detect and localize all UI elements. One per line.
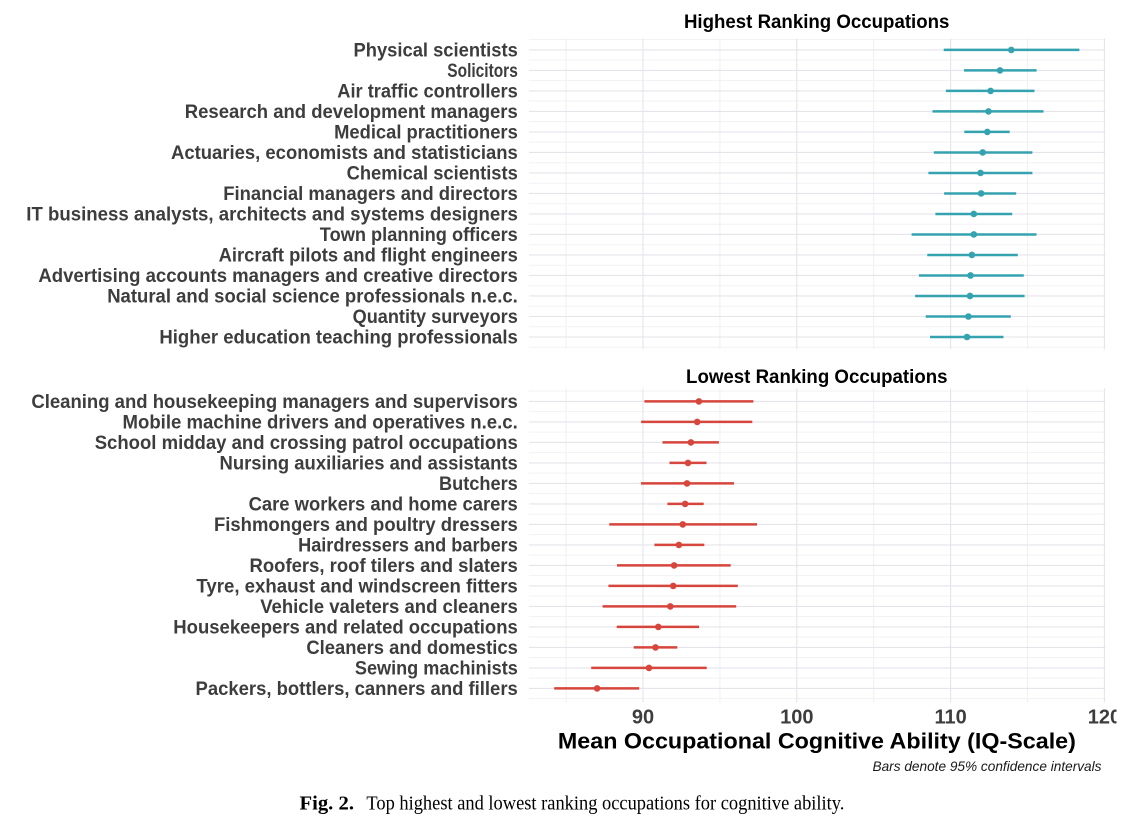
svg-text:Bars denote 95% confidence int: Bars denote 95% confidence intervals <box>873 758 1102 774</box>
svg-text:Highest Ranking Occupations: Highest Ranking Occupations <box>684 11 950 33</box>
svg-text:Higher education teaching prof: Higher education teaching professionals <box>159 327 517 348</box>
svg-text:Roofers, roof tilers and slate: Roofers, roof tilers and slaters <box>250 556 518 577</box>
svg-text:Cleaners and domestics: Cleaners and domestics <box>306 638 517 659</box>
svg-text:Housekeepers and related occup: Housekeepers and related occupations <box>173 617 518 638</box>
svg-text:90: 90 <box>632 707 654 729</box>
svg-text:Tyre, exhaust and windscreen f: Tyre, exhaust and windscreen fitters <box>196 576 517 597</box>
svg-text:Financial managers and directo: Financial managers and directors <box>223 184 518 205</box>
svg-text:Mean Occupational Cognitive Ab: Mean Occupational Cognitive Ability (IQ-… <box>558 729 1076 754</box>
svg-text:IT business analysts, architec: IT business analysts, architects and sys… <box>26 204 518 225</box>
svg-text:Medical practitioners: Medical practitioners <box>334 122 518 143</box>
svg-text:Care workers and home carers: Care workers and home carers <box>249 494 518 515</box>
svg-text:Nursing auxiliaries and assist: Nursing auxiliaries and assistants <box>220 453 518 474</box>
svg-text:Quantity surveyors: Quantity surveyors <box>353 307 518 328</box>
svg-text:Fishmongers and poultry dresse: Fishmongers and poultry dressers <box>214 515 518 536</box>
svg-text:120: 120 <box>1088 707 1121 729</box>
svg-text:Actuaries, economists and stat: Actuaries, economists and statisticians <box>171 143 518 164</box>
svg-text:Town planning officers: Town planning officers <box>320 225 518 246</box>
svg-text:Packers, bottlers, canners and: Packers, bottlers, canners and fillers <box>196 679 518 700</box>
svg-text:Research and development manag: Research and development managers <box>185 102 518 123</box>
svg-text:100: 100 <box>780 707 813 729</box>
svg-text:Lowest Ranking Occupations: Lowest Ranking Occupations <box>686 366 948 388</box>
svg-text:Chemical scientists: Chemical scientists <box>347 163 518 184</box>
svg-text:Hairdressers and barbers: Hairdressers and barbers <box>298 535 518 556</box>
svg-text:Solicitors: Solicitors <box>447 61 518 82</box>
svg-text:Vehicle valeters and cleaners: Vehicle valeters and cleaners <box>260 597 518 618</box>
svg-text:Fig. 2.: Fig. 2. <box>300 793 355 815</box>
svg-text:Natural and social science pro: Natural and social science professionals… <box>107 286 518 307</box>
svg-text:110: 110 <box>934 707 966 729</box>
svg-text:Aircraft pilots and flight eng: Aircraft pilots and flight engineers <box>219 245 518 266</box>
svg-text:Advertising accounts managers: Advertising accounts managers and creati… <box>38 266 517 287</box>
svg-text:Sewing machinists: Sewing machinists <box>355 658 518 679</box>
svg-text:Air traffic controllers: Air traffic controllers <box>337 81 518 102</box>
svg-text:Top highest and lowest ranking: Top highest and lowest ranking occupatio… <box>366 793 844 815</box>
svg-text:Cleaning and housekeeping mana: Cleaning and housekeeping managers and s… <box>31 392 517 413</box>
svg-text:Mobile machine drivers and ope: Mobile machine drivers and operatives n.… <box>123 412 518 433</box>
svg-text:Butchers: Butchers <box>439 474 518 495</box>
svg-text:Physical scientists: Physical scientists <box>354 40 518 61</box>
svg-text:School midday and crossing pat: School midday and crossing patrol occupa… <box>95 433 518 454</box>
